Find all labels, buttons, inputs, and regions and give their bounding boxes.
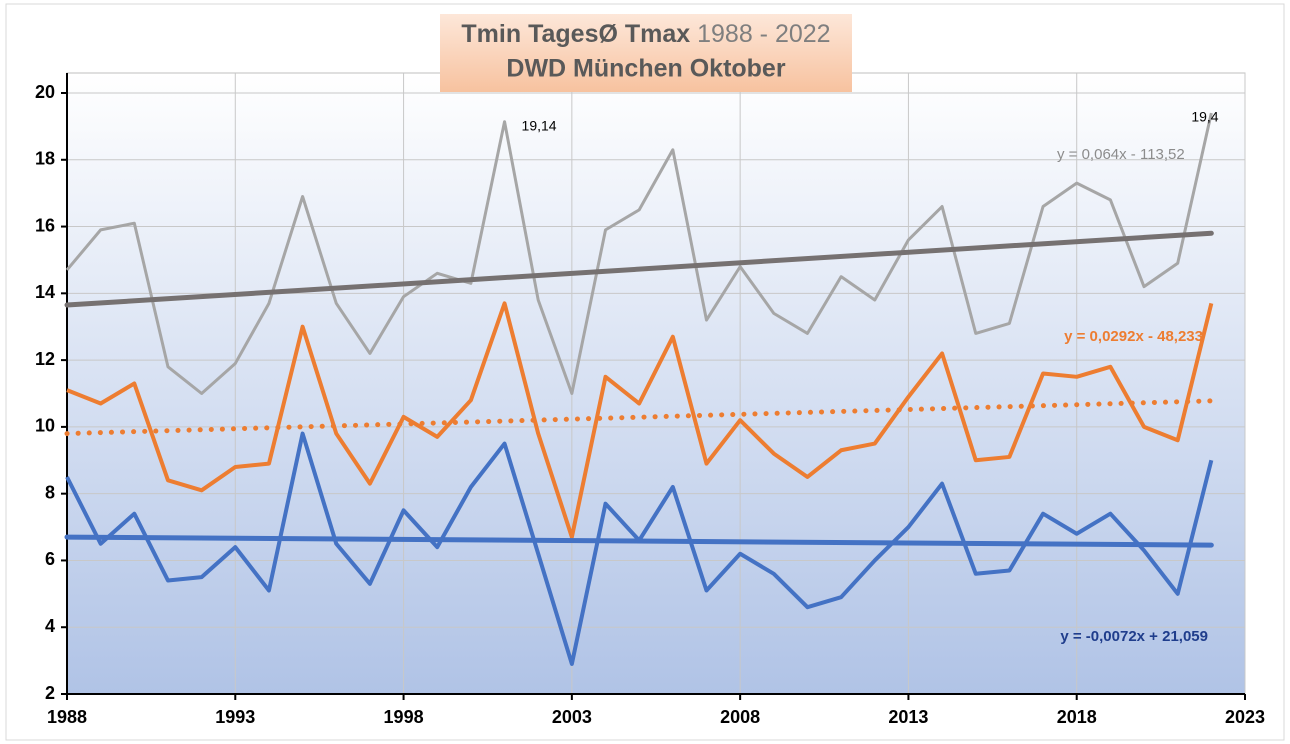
trendline bbox=[64, 230, 1214, 308]
trendline-label: y = 0,064x - 113,52 bbox=[1057, 146, 1185, 163]
trendline-label: y = -0,0072x + 21,059 bbox=[1060, 628, 1208, 645]
y-tick-label: 18 bbox=[35, 149, 55, 169]
y-tick-label: 2 bbox=[45, 683, 55, 703]
x-tick-label: 1988 bbox=[47, 707, 87, 727]
y-tick-label: 16 bbox=[35, 215, 55, 235]
y-tick-label: 6 bbox=[45, 549, 55, 569]
chart-subtitle: DWD München Oktober bbox=[506, 55, 785, 83]
y-tick-label: 4 bbox=[45, 616, 55, 636]
title-box bbox=[440, 14, 852, 92]
y-tick-label: 20 bbox=[35, 82, 55, 102]
x-tick-label: 2013 bbox=[888, 707, 928, 727]
y-tick-label: 12 bbox=[35, 349, 55, 369]
trendline-label: y = 0,0292x - 48,233 bbox=[1064, 328, 1203, 345]
data-label: 19,4 bbox=[1191, 109, 1218, 125]
y-tick-label: 10 bbox=[35, 416, 55, 436]
chart-title: Tmin TagesØ Tmax 1988 - 2022 bbox=[461, 20, 830, 48]
trendline bbox=[64, 534, 1214, 548]
x-tick-label: 1998 bbox=[384, 707, 424, 727]
x-tick-label: 1993 bbox=[215, 707, 255, 727]
plot-area bbox=[66, 72, 1246, 695]
data-label: 19,14 bbox=[522, 117, 557, 133]
x-tick-label: 2008 bbox=[720, 707, 760, 727]
series-line bbox=[66, 301, 1214, 540]
y-tick-label: 14 bbox=[35, 282, 55, 302]
title-main: Tmin TagesØ Tmax bbox=[461, 20, 690, 48]
series-line bbox=[65, 112, 1213, 395]
title-years: 1988 - 2022 bbox=[697, 20, 830, 48]
x-tick-label: 2003 bbox=[552, 707, 592, 727]
x-tick-label: 2018 bbox=[1057, 707, 1097, 727]
trendline bbox=[64, 398, 1214, 437]
x-tick-label: 2023 bbox=[1225, 707, 1265, 727]
y-tick-label: 8 bbox=[45, 482, 55, 502]
